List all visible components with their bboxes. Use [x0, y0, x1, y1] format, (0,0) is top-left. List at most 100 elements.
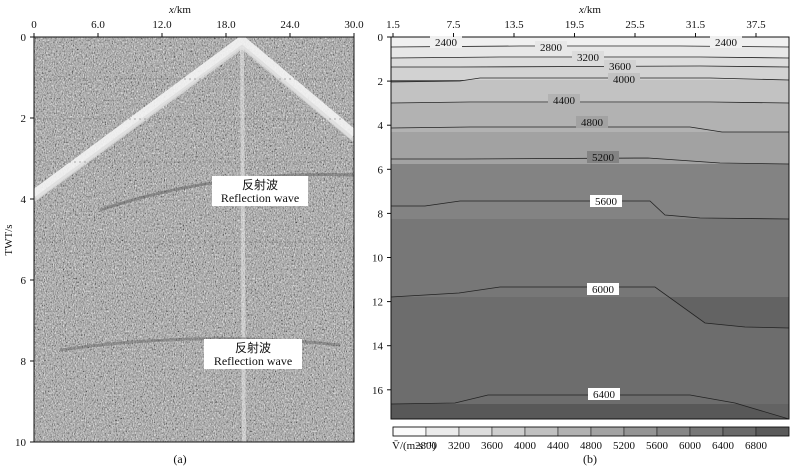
- svg-text:4800: 4800: [581, 117, 604, 129]
- y-tick-label: 4: [378, 120, 384, 132]
- y-tick-label: 2: [21, 113, 27, 125]
- svg-text:3200: 3200: [577, 52, 600, 64]
- colorbar-cell: [425, 426, 460, 437]
- y-tick-label: 4: [21, 194, 27, 206]
- svg-text:2800: 2800: [540, 42, 563, 54]
- seismic-image: [34, 37, 354, 442]
- contour-label: 4400: [548, 94, 580, 107]
- y-tick-label: 8: [378, 208, 384, 220]
- x-tick-label: 6.0: [91, 19, 105, 31]
- colorbar-cell: [491, 426, 526, 437]
- colorbar-cell: [689, 426, 724, 437]
- contour-label: 2400: [710, 36, 742, 49]
- svg-text:6400: 6400: [593, 389, 616, 401]
- svg-text:Reflection wave: Reflection wave: [214, 354, 292, 368]
- contour-labels: 2400 2800 2400 3200 3600 4000 4400 4800 …: [430, 36, 742, 401]
- x-tick-label: 1.5: [386, 19, 400, 31]
- x-tick-label: 24.0: [280, 19, 300, 31]
- colorbar-cell: [524, 426, 559, 437]
- colorbar-cell: [392, 426, 427, 437]
- colorbar-tick-label: 5600: [646, 440, 669, 452]
- colorbar-tick-label: 3200: [448, 440, 471, 452]
- y-tick-label: 6: [21, 275, 27, 287]
- contour-label: 6400: [588, 388, 620, 401]
- contour-label: 5200: [587, 151, 619, 164]
- y-tick-label: 8: [21, 356, 27, 368]
- y-tick-label: 0: [378, 32, 384, 44]
- colorbar-cell: [623, 426, 658, 437]
- contour-label: 4000: [608, 73, 640, 86]
- velocity-field: [391, 37, 789, 419]
- x-tick-label: 25.5: [625, 19, 645, 31]
- svg-text:2400: 2400: [435, 37, 458, 49]
- annotation-reflection-1: 反射波 Reflection wave: [212, 176, 308, 206]
- svg-text:Reflection wave: Reflection wave: [221, 191, 299, 205]
- colorbar-tick-label: 6000: [679, 440, 702, 452]
- colorbar-tick-label: 2800: [415, 440, 438, 452]
- y-tick-label: 14: [372, 341, 384, 353]
- y-tick-label: 10: [15, 437, 27, 449]
- contour-label: 4800: [576, 116, 608, 129]
- contour-label: 3600: [604, 60, 636, 73]
- contour-label: 6000: [587, 283, 619, 296]
- colorbar-label: V̄/(m·s⁻¹): [392, 440, 436, 452]
- panel-b-caption: (b): [583, 452, 597, 466]
- x-tick-label: 19.5: [565, 19, 585, 31]
- svg-text:反射波: 反射波: [235, 340, 271, 355]
- x-tick-label: 0: [31, 19, 37, 31]
- panel-b-frame: [390, 36, 790, 420]
- svg-text:3600: 3600: [609, 61, 632, 73]
- panel-a-y-axis: 0 2 4 6 8 10: [15, 32, 34, 449]
- y-tick-label: 12: [372, 297, 383, 309]
- panel-a-xlabel: x/km: [168, 4, 191, 16]
- colorbar-cell: [722, 426, 757, 437]
- contour-label: 2400: [430, 36, 462, 49]
- colorbar-tick-label: 3600: [481, 440, 504, 452]
- colorbar-cell: [656, 426, 691, 437]
- x-tick-label: 12.0: [152, 19, 172, 31]
- colorbar-tick-label: 4000: [514, 440, 537, 452]
- svg-text:4000: 4000: [613, 74, 636, 86]
- x-tick-label: 31.5: [686, 19, 706, 31]
- x-tick-label: 37.5: [746, 19, 766, 31]
- x-tick-label: 13.5: [504, 19, 524, 31]
- panel-a-frame: [33, 36, 355, 443]
- colorbar-tick-label: 4400: [547, 440, 570, 452]
- colorbar-tick-label: 6400: [712, 440, 735, 452]
- y-tick-label: 6: [378, 164, 384, 176]
- panel-b-xlabel: x/km: [578, 4, 601, 16]
- svg-text:反射波: 反射波: [242, 177, 278, 192]
- colorbar-cell: [458, 426, 493, 437]
- x-tick-label: 18.0: [216, 19, 236, 31]
- svg-text:6000: 6000: [592, 284, 615, 296]
- panel-b-x-axis: 1.5 7.5 13.5 19.5 25.5 31.5 37.5: [386, 19, 766, 37]
- colorbar-tick-label: 6800: [745, 440, 768, 452]
- annotation-reflection-2: 反射波 Reflection wave: [204, 339, 302, 369]
- colorbar: V̄/(m·s⁻¹) 2800 3200 3600 4000 4400 4800 5200 5…: [392, 426, 790, 452]
- colorbar-cell: [755, 426, 790, 437]
- panel-b-y-axis: 0 2 4 6 8 10 12 14 16: [372, 32, 391, 397]
- colorbar-cell: [557, 426, 592, 437]
- x-tick-label: 7.5: [447, 19, 461, 31]
- contour-label: 5600: [590, 195, 622, 208]
- panel-a-ylabel: TWT/s: [3, 224, 15, 255]
- svg-text:5200: 5200: [592, 152, 615, 164]
- y-tick-label: 16: [372, 385, 384, 397]
- svg-text:2400: 2400: [715, 37, 738, 49]
- contour-label: 2800: [535, 41, 567, 54]
- contour-label: 3200: [572, 51, 604, 64]
- y-tick-label: 0: [21, 32, 27, 44]
- svg-text:4400: 4400: [553, 95, 576, 107]
- colorbar-tick-label: 4800: [580, 440, 603, 452]
- colorbar-tick-label: 5200: [613, 440, 636, 452]
- panel-a-x-axis: 0 6.0 12.0 18.0 24.0 30.0: [31, 19, 364, 37]
- panel-b: 2400 2800 2400 3200 3600 4000 4400 4 8 00 …: [372, 4, 790, 466]
- colorbar-cell: [590, 426, 625, 437]
- panel-a-caption: (a): [173, 452, 186, 466]
- x-tick-label: 30.0: [344, 19, 364, 31]
- y-tick-label: 2: [378, 76, 384, 88]
- svg-text:5600: 5600: [595, 196, 618, 208]
- y-tick-label: 10: [372, 253, 384, 265]
